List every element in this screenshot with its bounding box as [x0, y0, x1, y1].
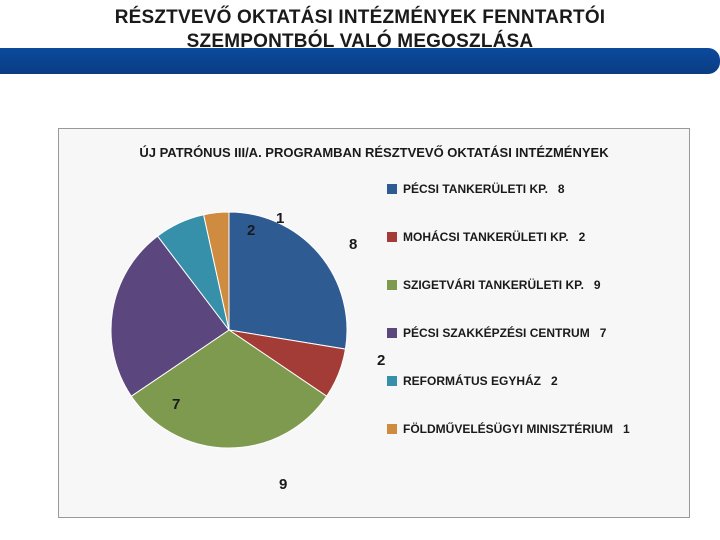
page-title: RÉSZTVEVŐ OKTATÁSI INTÉZMÉNYEK FENNTARTÓ… [0, 6, 720, 54]
legend-value: 1 [623, 422, 630, 436]
legend-label: PÉCSI SZAKKÉPZÉSI CENTRUM [403, 326, 590, 340]
pie-svg [79, 180, 379, 480]
legend-item: FÖLDMŰVELÉSÜGYI MINISZTÉRIUM 1 [387, 422, 677, 436]
legend-value: 7 [600, 326, 607, 340]
legend-value: 2 [551, 374, 558, 388]
legend-swatch [387, 184, 397, 194]
chart-card: ÚJ PATRÓNUS III/A. PROGRAMBAN RÉSZTVEVŐ … [58, 128, 690, 518]
legend-label: MOHÁCSI TANKERÜLETI KP. [403, 230, 569, 244]
chart-title: ÚJ PATRÓNUS III/A. PROGRAMBAN RÉSZTVEVŐ … [71, 145, 677, 160]
legend-swatch [387, 424, 397, 434]
legend-value: 8 [558, 182, 565, 196]
legend-value: 2 [579, 230, 586, 244]
legend-swatch [387, 376, 397, 386]
legend-item: PÉCSI SZAKKÉPZÉSI CENTRUM 7 [387, 326, 677, 340]
legend-swatch [387, 232, 397, 242]
pie-data-label: 7 [172, 396, 180, 413]
legend-label: REFORMÁTUS EGYHÁZ [403, 374, 541, 388]
pie-data-label: 1 [276, 210, 284, 227]
legend-label: FÖLDMŰVELÉSÜGYI MINISZTÉRIUM [403, 422, 613, 436]
pie-data-label: 2 [377, 352, 385, 369]
legend-item: REFORMÁTUS EGYHÁZ 2 [387, 374, 677, 388]
chart-row: 8 2 9 7 2 1 PÉCSI TANKERÜLETI KP. 8 MOHÁ… [71, 174, 677, 484]
title-line2: SZEMPONTBÓL VALÓ MEGOSZLÁSA [187, 31, 534, 52]
legend-value: 9 [594, 278, 601, 292]
legend-item: MOHÁCSI TANKERÜLETI KP. 2 [387, 230, 677, 244]
legend-swatch [387, 280, 397, 290]
legend-label: SZIGETVÁRI TANKERÜLETI KP. [403, 278, 584, 292]
legend-label: PÉCSI TANKERÜLETI KP. [403, 182, 548, 196]
legend-swatch [387, 328, 397, 338]
pie-data-label: 9 [279, 476, 287, 493]
title-line1: RÉSZTVEVŐ OKTATÁSI INTÉZMÉNYEK FENNTARTÓ… [115, 7, 606, 28]
title-banner: RÉSZTVEVŐ OKTATÁSI INTÉZMÉNYEK FENNTARTÓ… [0, 0, 720, 80]
pie-data-label: 8 [349, 236, 357, 253]
pie-data-label: 2 [247, 222, 255, 239]
legend-item: PÉCSI TANKERÜLETI KP. 8 [387, 182, 677, 196]
legend: PÉCSI TANKERÜLETI KP. 8 MOHÁCSI TANKERÜL… [381, 174, 677, 436]
pie-chart: 8 2 9 7 2 1 [71, 174, 381, 484]
legend-item: SZIGETVÁRI TANKERÜLETI KP. 9 [387, 278, 677, 292]
